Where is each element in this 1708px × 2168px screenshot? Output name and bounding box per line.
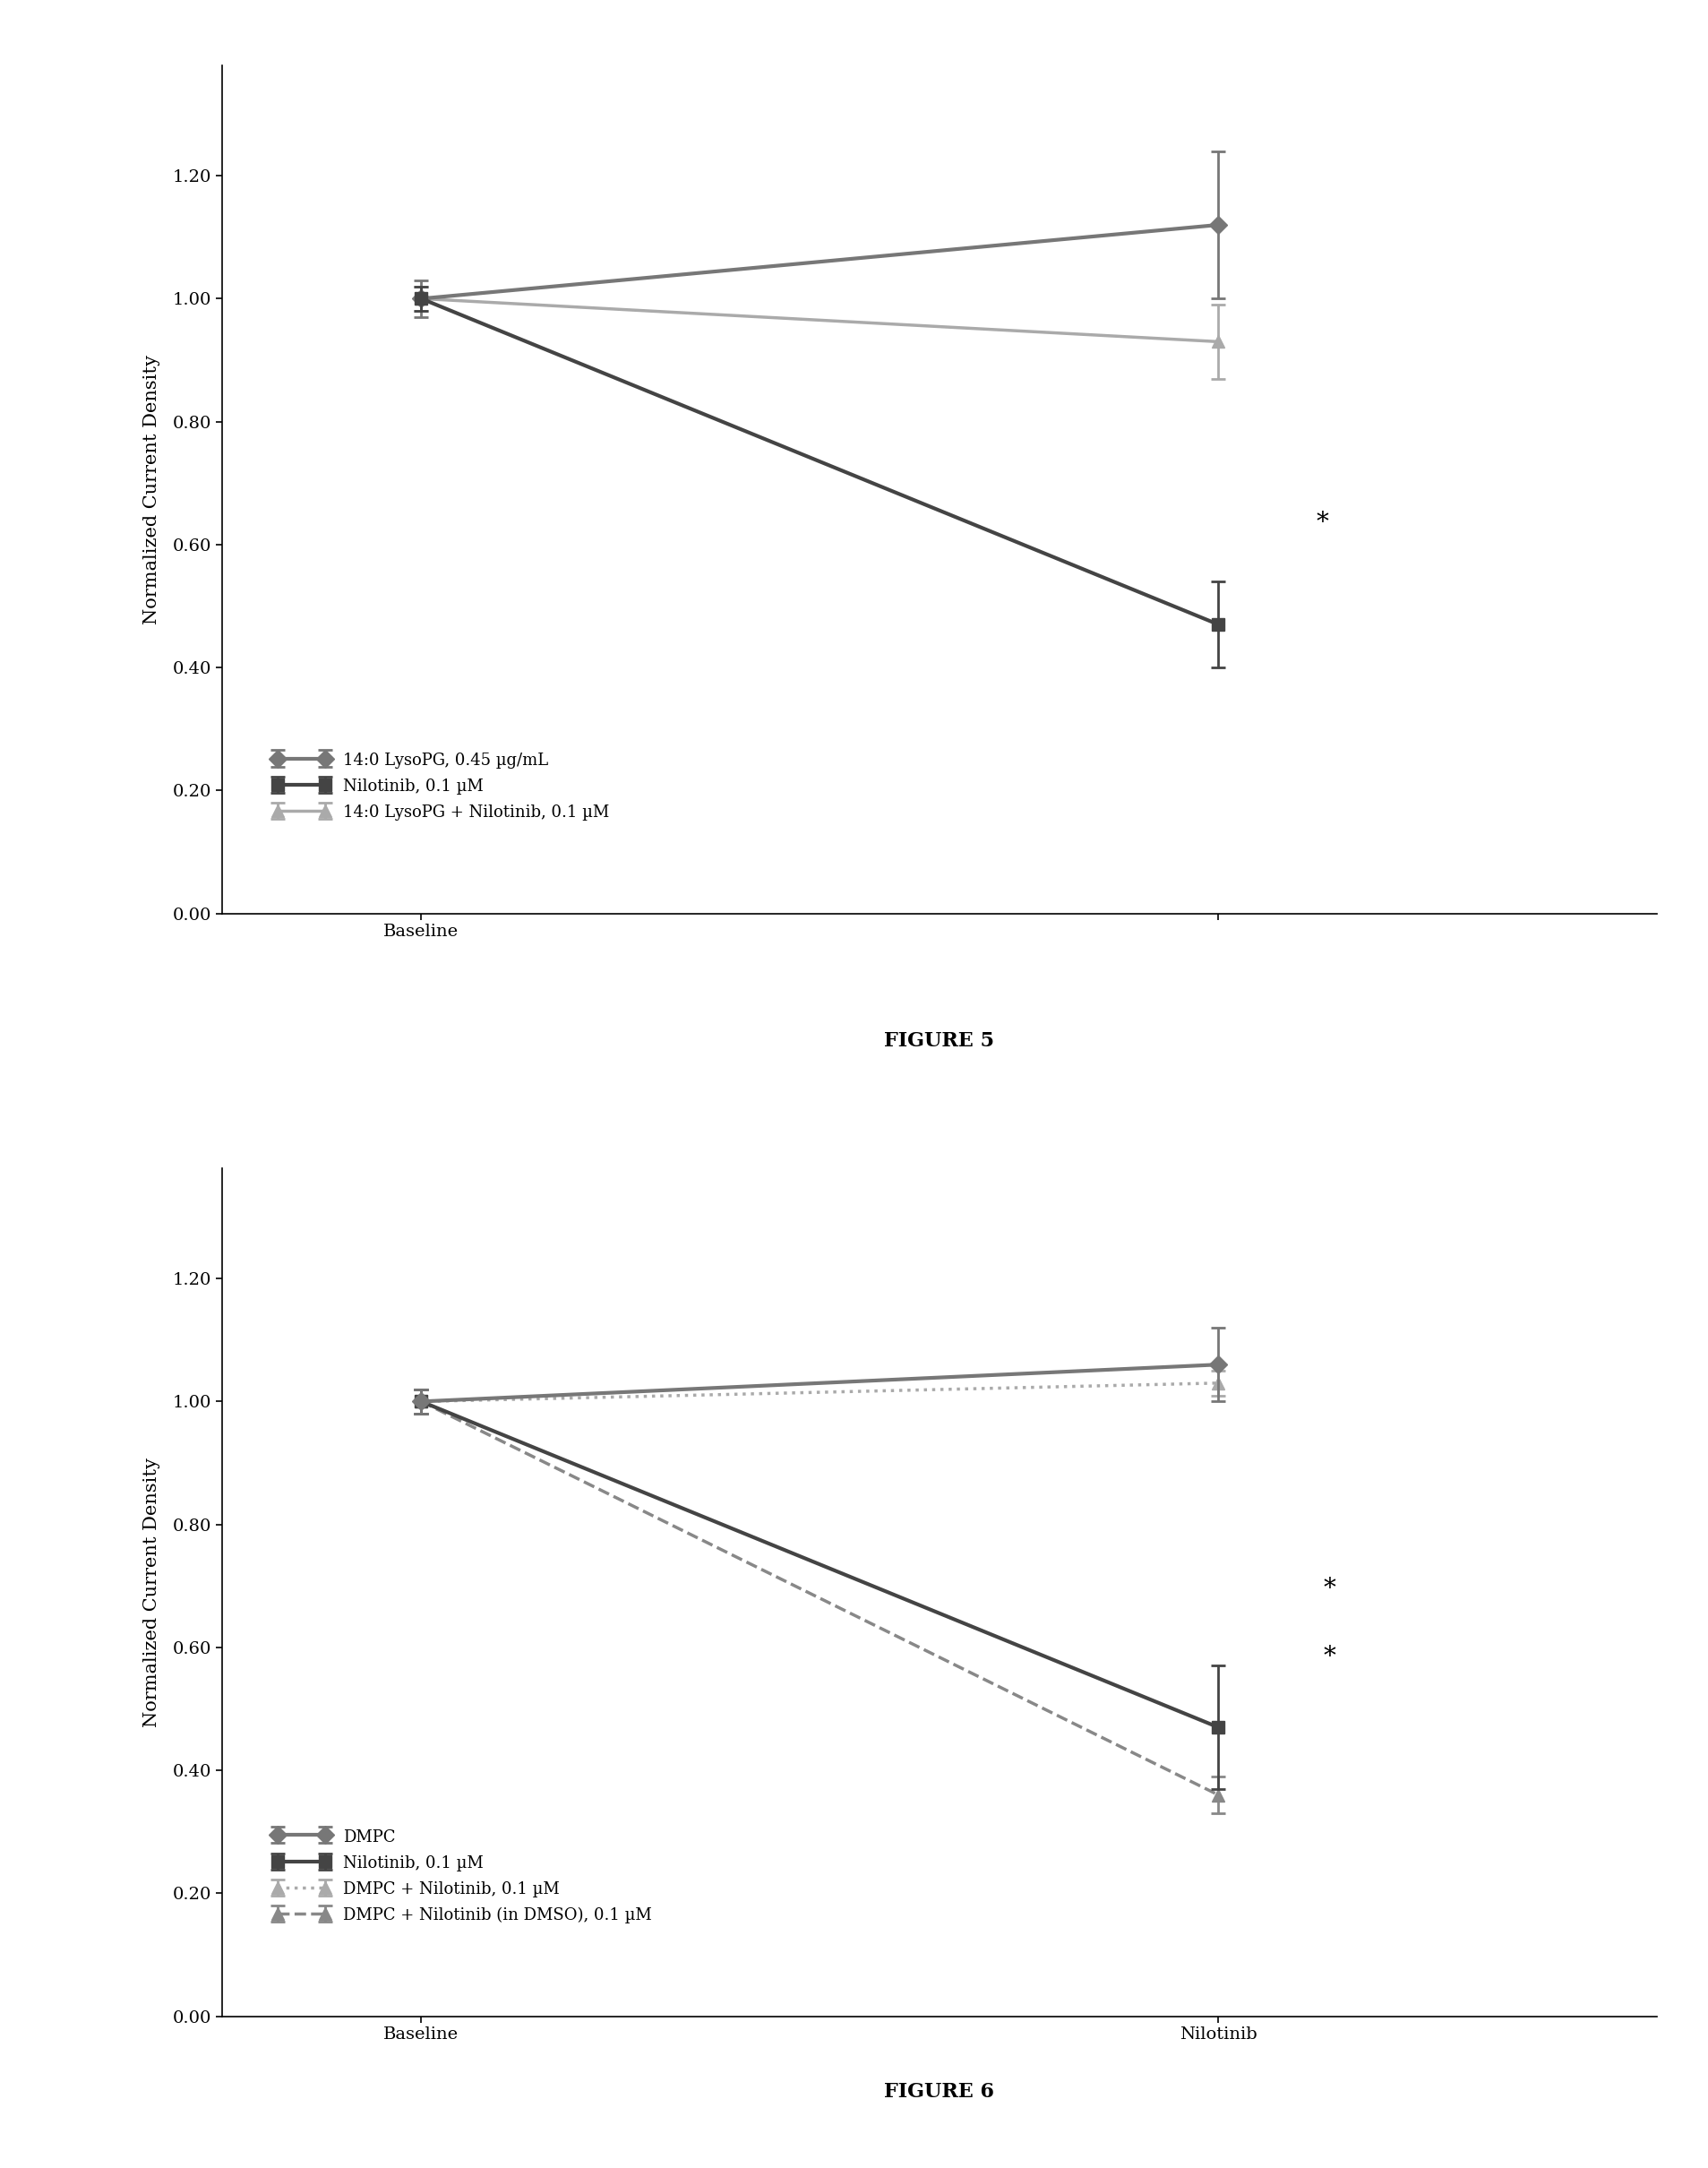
Text: FIGURE 5: FIGURE 5 xyxy=(885,1030,994,1051)
Legend: DMPC, Nilotinib, 0.1 µM, DMPC + Nilotinib, 0.1 µM, DMPC + Nilotinib (in DMSO), 0: DMPC, Nilotinib, 0.1 µM, DMPC + Nilotini… xyxy=(273,1830,651,1923)
Text: *: * xyxy=(1324,1646,1336,1669)
Text: *: * xyxy=(1315,512,1329,535)
Y-axis label: Normalized Current Density: Normalized Current Density xyxy=(143,353,161,624)
Legend: 14:0 LysoPG, 0.45 µg/mL, Nilotinib, 0.1 µM, 14:0 LysoPG + Nilotinib, 0.1 µM: 14:0 LysoPG, 0.45 µg/mL, Nilotinib, 0.1 … xyxy=(273,752,610,820)
Text: FIGURE 6: FIGURE 6 xyxy=(885,2081,994,2103)
Text: *: * xyxy=(1324,1576,1336,1602)
Y-axis label: Normalized Current Density: Normalized Current Density xyxy=(143,1457,161,1728)
